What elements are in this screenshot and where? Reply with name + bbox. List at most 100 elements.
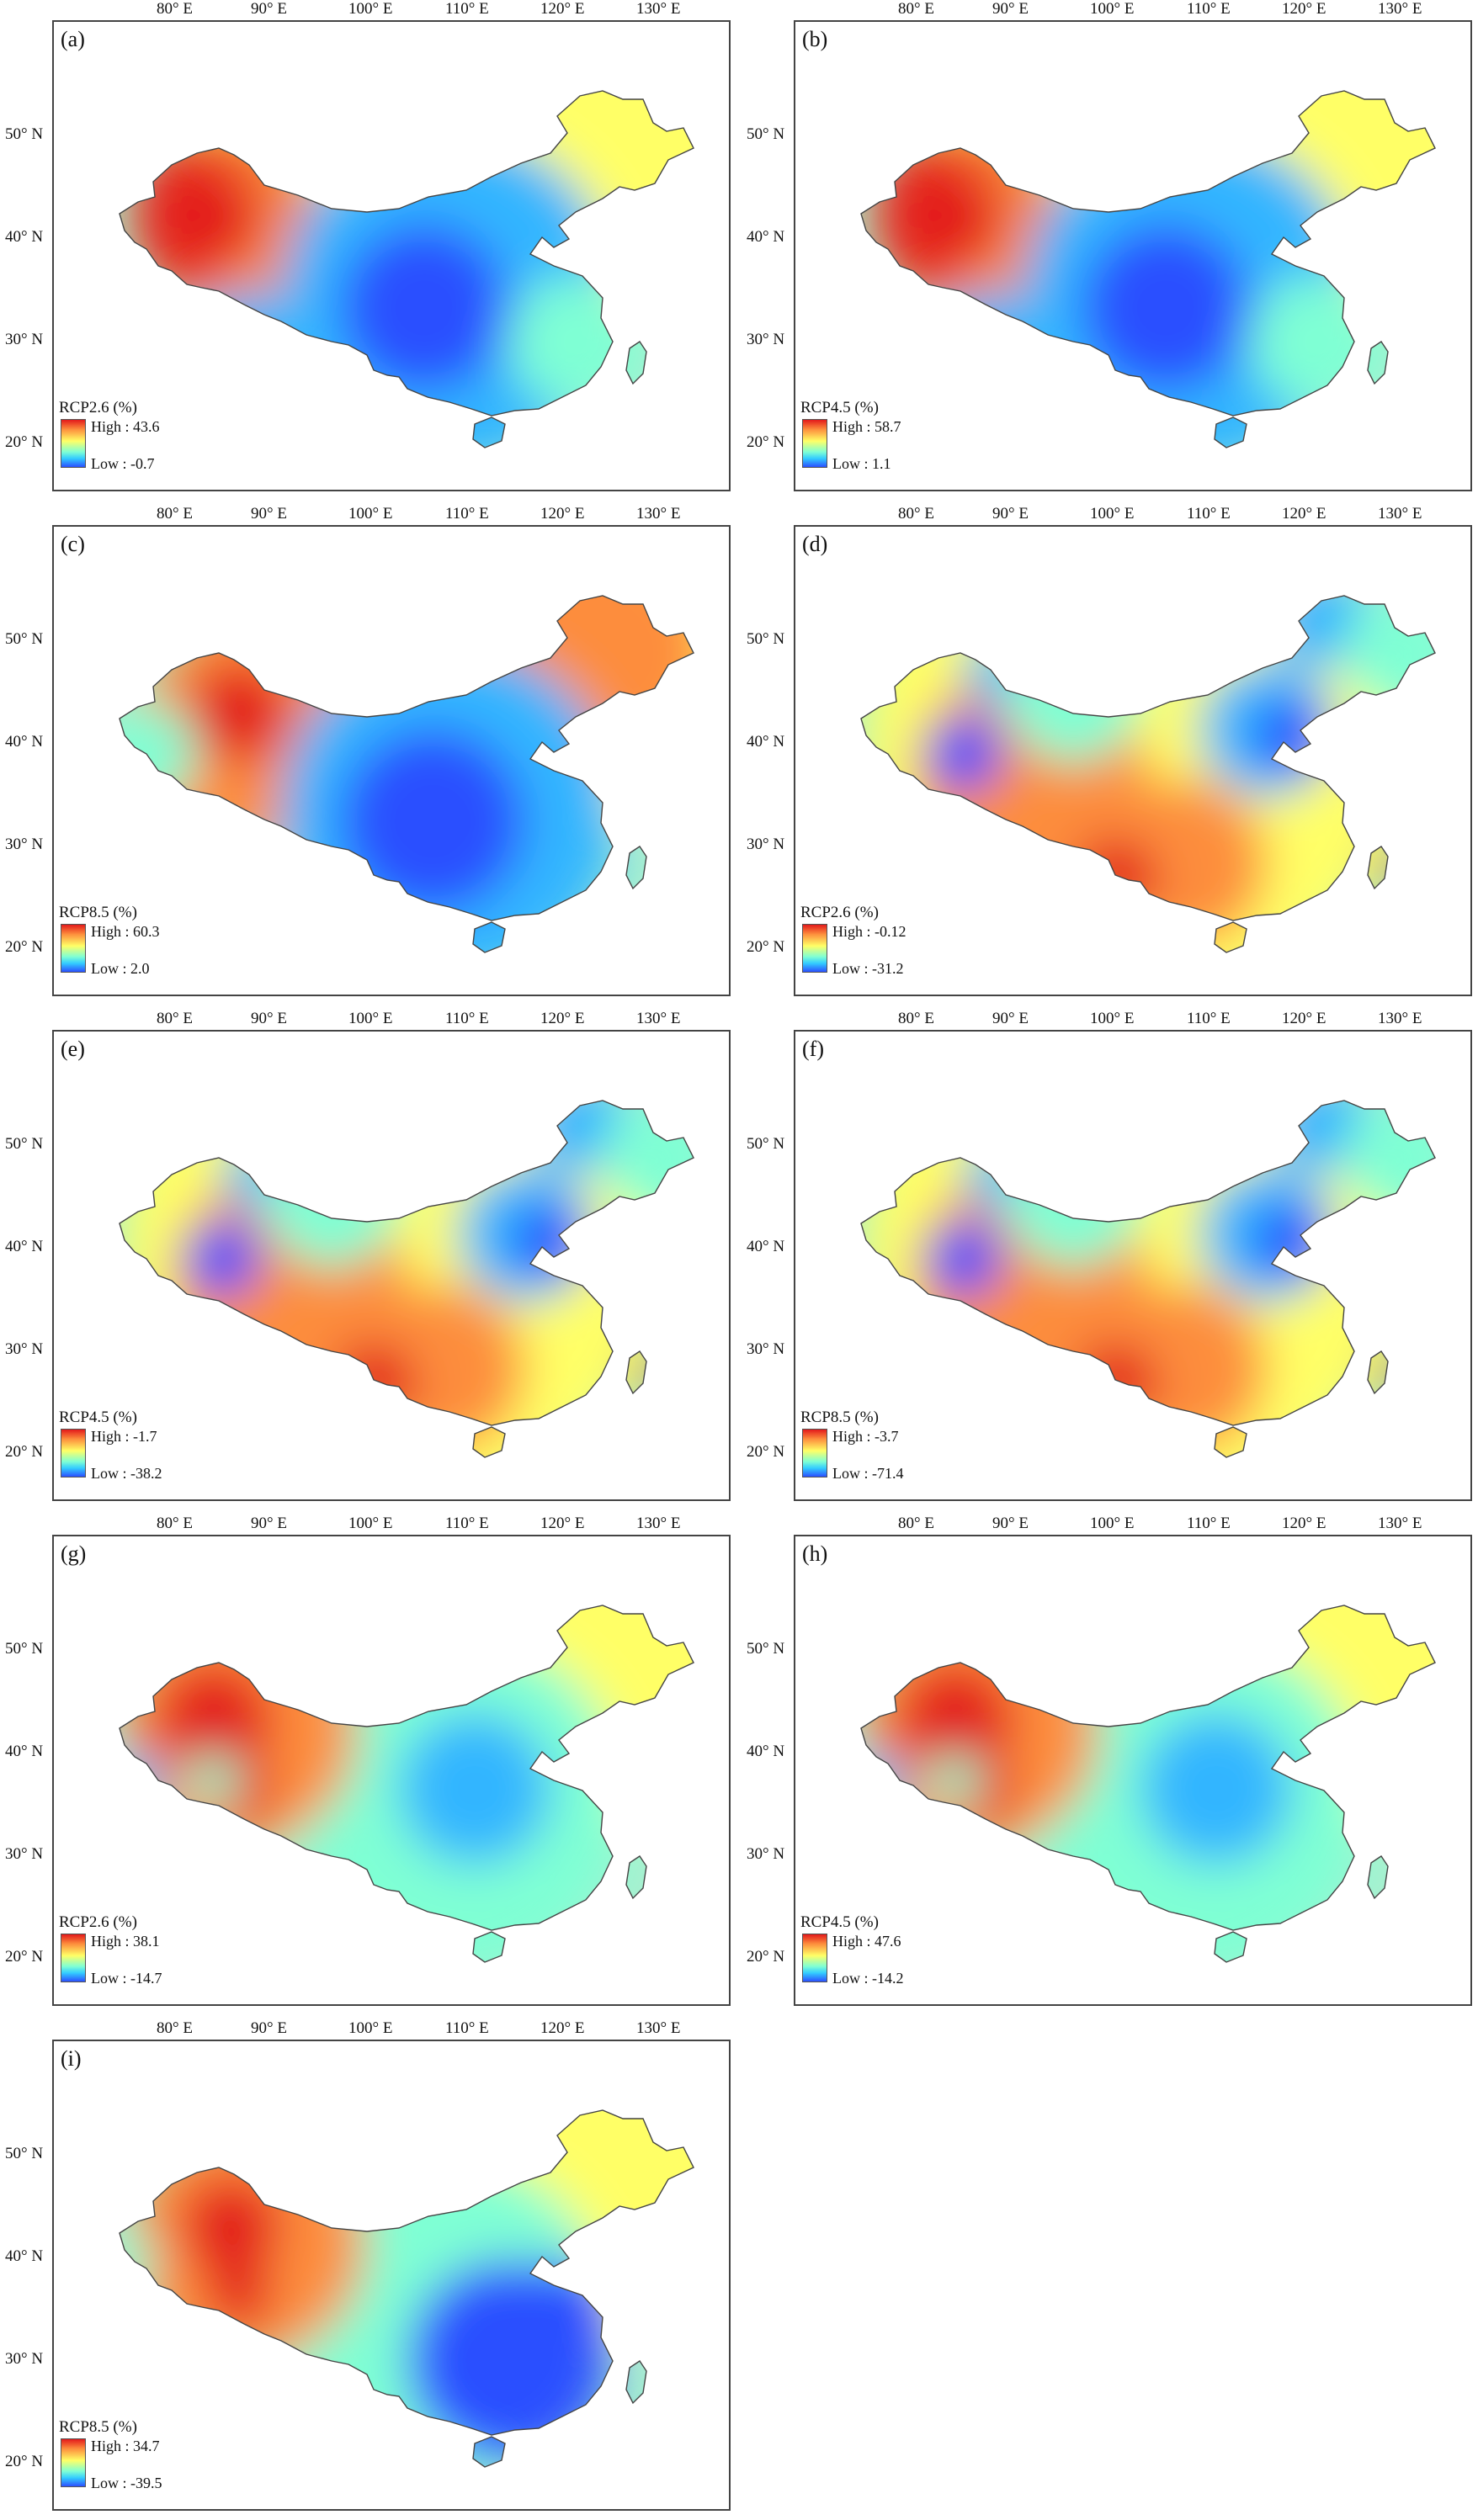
legend-low-label: Low : -39.5 <box>91 2475 162 2492</box>
legend-low-prefix: Low : <box>91 1970 130 1987</box>
latitude-tick-label: 20° N <box>747 1948 785 1966</box>
map-value-patch <box>926 1221 1002 1297</box>
map-blobs <box>120 596 694 952</box>
longitude-tick-label: 130° E <box>1378 505 1422 523</box>
legend-title: RCP4.5 (%) <box>800 399 879 416</box>
legend-low-prefix: Low : <box>832 1970 872 1987</box>
longitude-tick-label: 130° E <box>1378 0 1422 18</box>
map-value-patch <box>1006 1133 1140 1267</box>
legend-color-ramp <box>802 1429 827 1478</box>
legend-high-label: High : 43.6 <box>91 418 160 436</box>
longitude-tick-label: 110° E <box>1187 1010 1231 1027</box>
hainan-border <box>1214 1426 1247 1458</box>
map-value-patch <box>1073 838 1157 922</box>
legend-high-prefix: High : <box>832 418 875 435</box>
map-value-patch <box>1374 849 1412 886</box>
latitude-tick-label: 50° N <box>5 1135 44 1153</box>
map-value-patch <box>1006 628 1140 762</box>
latitude-tick-label: 20° N <box>747 938 785 956</box>
legend-high-prefix: High : <box>832 923 875 940</box>
longitude-tick-label: 80° E <box>898 1515 934 1532</box>
taiwan-border <box>625 1855 647 1900</box>
map-blobs <box>861 1605 1435 1962</box>
longitude-tick-label: 120° E <box>540 0 585 18</box>
longitude-tick-label: 110° E <box>1187 505 1231 523</box>
hainan-border <box>1214 921 1247 953</box>
panel-letter: (a) <box>61 27 85 51</box>
map-value-patch <box>1254 699 1330 775</box>
longitude-tick-label: 100° E <box>348 1010 393 1027</box>
legend-color-ramp <box>802 1934 827 1982</box>
map-panel: 80° E 90° E 100° E 110° E 120° E 130° E 50° N 4… <box>747 505 1472 996</box>
china-border <box>119 90 694 416</box>
map-panel: 80° E 90° E 100° E 110° E 120° E 130° E 50° N 4… <box>747 1010 1472 1501</box>
panel-letter: (i) <box>61 2046 82 2071</box>
legend-low-prefix: Low : <box>91 1465 130 1482</box>
map-panel: 80° E 90° E 100° E 110° E 120° E 130° E 50° N 4… <box>5 505 731 996</box>
legend-title: RCP2.6 (%) <box>59 1913 137 1931</box>
legend-low-value: -14.7 <box>130 1970 162 1987</box>
legend-title: RCP2.6 (%) <box>800 904 879 921</box>
china-border <box>860 1605 1436 1931</box>
legend-high-prefix: High : <box>832 1428 875 1445</box>
map-value-patch <box>155 1663 273 1780</box>
legend-high-label: High : -1.7 <box>91 1428 157 1446</box>
china-map <box>119 595 694 953</box>
map-value-patch <box>601 1101 694 1217</box>
longitude-tick-label: 130° E <box>1378 1515 1422 1532</box>
map-frame: (i) RCP8.5 (%) High : 34.7 Low : -39.5 <box>52 2040 731 2511</box>
legend-high-label: High : 58.7 <box>832 418 901 436</box>
latitude-tick-label: 20° N <box>747 1443 785 1461</box>
map-value-patch <box>120 2235 155 2285</box>
map-value-patch <box>508 274 643 409</box>
legend-high-label: High : 38.1 <box>91 1933 160 1950</box>
longitude-tick-label: 90° E <box>251 0 287 18</box>
panel-letter: (g) <box>61 1541 87 1566</box>
legend-color-ramp <box>61 1934 86 1982</box>
latitude-tick-label: 40° N <box>5 1743 44 1760</box>
legend-color-ramp <box>61 924 86 973</box>
longitude-tick-label: 120° E <box>1282 0 1326 18</box>
legend-high-value: 60.3 <box>133 923 160 940</box>
latitude-tick-label: 20° N <box>5 433 44 451</box>
longitude-tick-label: 100° E <box>348 0 393 18</box>
legend-high-label: High : -3.7 <box>832 1428 899 1446</box>
map-value-patch <box>399 1713 550 1865</box>
map-value-patch <box>180 2176 281 2277</box>
map-value-patch <box>1342 596 1435 712</box>
longitude-tick-label: 110° E <box>1187 1515 1231 1532</box>
map-value-patch <box>513 1204 588 1280</box>
latitude-tick-label: 40° N <box>747 1238 785 1255</box>
taiwan-border <box>625 1350 647 1395</box>
map-frame: (g) RCP2.6 (%) High : 38.1 Low : -14.7 <box>52 1535 731 2006</box>
hainan-border <box>1214 416 1247 448</box>
latitude-tick-label: 50° N <box>5 125 44 143</box>
legend-low-value: -0.7 <box>130 455 155 472</box>
map-value-patch <box>890 158 1004 273</box>
taiwan-border <box>625 2360 647 2405</box>
longitude-tick-label: 80° E <box>157 1010 193 1027</box>
map-panel: 80° E 90° E 100° E 110° E 120° E 130° E 50° N 4… <box>5 1515 731 2006</box>
longitude-tick-label: 90° E <box>251 2019 287 2037</box>
hainan-border <box>472 2436 506 2468</box>
legend-high-value: 34.7 <box>133 2438 160 2454</box>
longitude-tick-label: 90° E <box>992 505 1029 523</box>
longitude-tick-label: 80° E <box>898 1010 934 1027</box>
longitude-tick-label: 100° E <box>1090 1010 1135 1027</box>
map-blobs <box>863 596 1435 952</box>
map-frame: (h) RCP4.5 (%) High : 47.6 Low : -14.2 <box>794 1535 1472 2006</box>
legend-high-value: -3.7 <box>875 1428 899 1445</box>
legend-high-value: 38.1 <box>133 1933 160 1950</box>
china-map <box>860 1605 1436 1963</box>
legend-high-prefix: High : <box>91 1933 134 1950</box>
longitude-tick-label: 110° E <box>445 2019 489 2037</box>
latitude-tick-label: 50° N <box>5 630 44 648</box>
longitude-tick-label: 120° E <box>1282 505 1326 523</box>
legend-high-value: 43.6 <box>133 418 160 435</box>
longitude-tick-label: 80° E <box>157 0 193 18</box>
legend-low-value: 1.1 <box>872 455 891 472</box>
map-value-patch <box>340 224 508 392</box>
china-border <box>860 1100 1436 1426</box>
latitude-tick-label: 30° N <box>747 1845 785 1863</box>
legend-low-value: -71.4 <box>872 1465 904 1482</box>
